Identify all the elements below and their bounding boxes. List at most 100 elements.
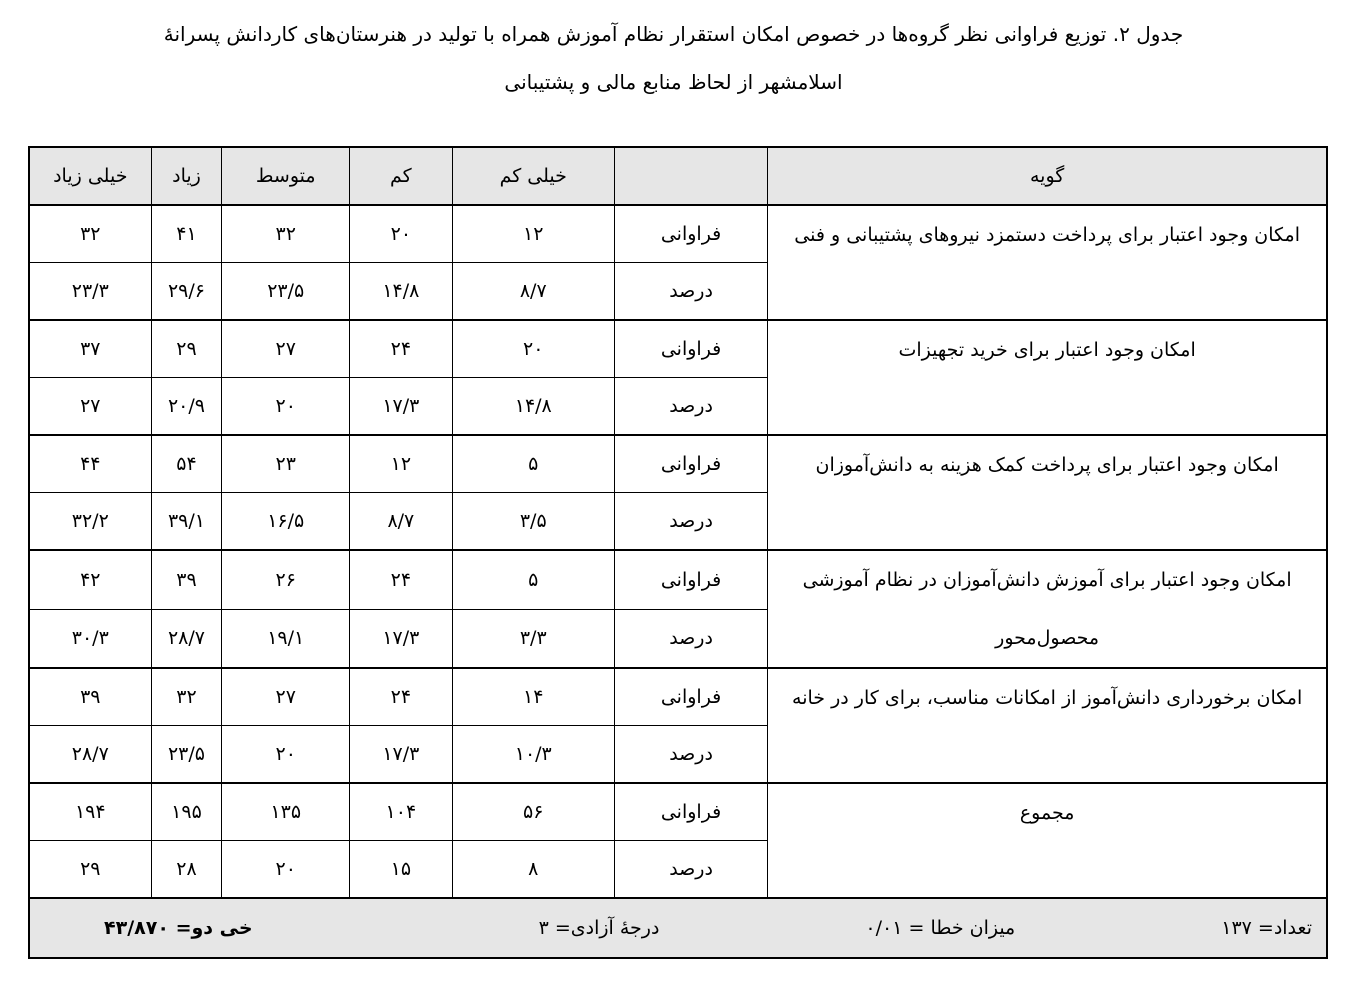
value-cell: ۲۰ — [221, 377, 351, 436]
table-row: امکان برخورداری دانش‌آموز از امکانات منا… — [28, 667, 1328, 784]
item-cell: امکان وجود اعتبار برای پرداخت دستمزد نیر… — [767, 204, 1328, 321]
value-cell: ۱۹/۱ — [221, 608, 351, 669]
row-type-cell: فراوانی — [613, 434, 769, 493]
value-cell: ۱۰۴ — [349, 782, 453, 841]
table-row: امکان وجود اعتبار برای پرداخت دستمزد نیر… — [28, 204, 1328, 321]
value-cell: ۲۹/۶ — [150, 262, 223, 321]
value-cell: ۲۷ — [221, 667, 351, 726]
value-cell: ۲۹ — [28, 840, 152, 899]
item-cell: امکان وجود اعتبار برای خرید تجهیزات — [767, 319, 1328, 436]
row-type-cell: درصد — [613, 840, 769, 899]
row-type-cell: درصد — [613, 608, 769, 669]
value-cell: ۱۷/۳ — [349, 725, 453, 784]
value-cell: ۲۸/۷ — [28, 725, 152, 784]
value-cell: ۱۵ — [349, 840, 453, 899]
value-cell: ۱۲ — [451, 204, 615, 263]
row-type-cell: فراوانی — [613, 667, 769, 726]
value-cell: ۳۲ — [150, 667, 223, 726]
value-cell: ۱۹۴ — [28, 782, 152, 841]
error-stat: میزان خطا = ۰/۰۱ — [865, 917, 1016, 939]
value-cell: ۳۰/۳ — [28, 608, 152, 669]
row-type-cell: فراوانی — [613, 204, 769, 263]
row-type-cell: درصد — [613, 492, 769, 551]
value-cell: ۴۱ — [150, 204, 223, 263]
value-cell: ۲۶ — [221, 549, 351, 610]
table-row: درصد ۸/۷ ۱۴/۸ ۲۳/۵ ۲۹/۶ ۲۳/۳ — [28, 262, 1327, 321]
value-cell: ۳۷ — [28, 319, 152, 378]
column-header: متوسط — [221, 146, 351, 206]
value-cell: ۱۶/۵ — [221, 492, 351, 551]
value-cell: ۲۰ — [221, 725, 351, 784]
value-cell: ۱۳۵ — [221, 782, 351, 841]
item-cell: امکان وجود اعتبار برای آموزش دانش‌آموزان… — [767, 549, 1328, 669]
value-cell: ۵۴ — [150, 434, 223, 493]
value-cell: ۲۰ — [451, 319, 615, 378]
value-cell: ۸/۷ — [349, 492, 453, 551]
value-cell: ۴۴ — [28, 434, 152, 493]
caption-line-2: اسلامشهر از لحاظ منابع مالی و پشتیبانی — [504, 70, 843, 94]
footer-cell: تعداد= ۱۳۷ میزان خطا = ۰/۰۱ درجهٔ آزادی= ۳… — [28, 897, 1328, 959]
value-cell: ۱۷/۳ — [349, 377, 453, 436]
value-cell: ۵ — [451, 434, 615, 493]
frequency-table: گویه خیلی کم کم متوسط زیاد خیلی زیاد امکان وج… — [28, 146, 1328, 959]
table-row: درصد ۳/۳ ۱۷/۳ ۱۹/۱ ۲۸/۷ ۳۰/۳ — [28, 608, 1327, 669]
value-cell: ۱۴ — [451, 667, 615, 726]
column-header: زیاد — [150, 146, 223, 206]
chi-square-stat: خی دو= ۴۳/۸۷۰ — [104, 917, 253, 939]
row-type-cell: درصد — [613, 377, 769, 436]
row-type-cell: درصد — [613, 262, 769, 321]
value-cell: ۵۶ — [451, 782, 615, 841]
table-row: درصد ۱۴/۸ ۱۷/۳ ۲۰ ۲۰/۹ ۲۷ — [28, 377, 1327, 436]
column-header: کم — [349, 146, 453, 206]
value-cell: ۳۹/۱ — [150, 492, 223, 551]
value-cell: ۱۹۵ — [150, 782, 223, 841]
column-header: گویه — [767, 146, 1328, 206]
value-cell: ۲۳/۵ — [150, 725, 223, 784]
footer-row: تعداد= ۱۳۷ میزان خطا = ۰/۰۱ درجهٔ آزادی= ۳… — [28, 897, 1328, 959]
value-cell: ۲۸/۷ — [150, 608, 223, 669]
item-cell: امکان برخورداری دانش‌آموز از امکانات منا… — [767, 667, 1328, 784]
value-cell: ۲۴ — [349, 549, 453, 610]
value-cell: ۲۷ — [221, 319, 351, 378]
value-cell: ۱۴/۸ — [349, 262, 453, 321]
count-stat: تعداد= ۱۳۷ — [1221, 917, 1312, 939]
value-cell: ۱۴/۸ — [451, 377, 615, 436]
table-row: امکان وجود اعتبار برای پرداخت کمک هزینه … — [28, 434, 1328, 551]
value-cell: ۲۹ — [150, 319, 223, 378]
row-type-cell: درصد — [613, 725, 769, 784]
value-cell: ۲۰ — [349, 204, 453, 263]
value-cell: ۲۰/۹ — [150, 377, 223, 436]
value-cell: ۲۳/۵ — [221, 262, 351, 321]
value-cell: ۱۷/۳ — [349, 608, 453, 669]
value-cell: ۲۸ — [150, 840, 223, 899]
item-cell: امکان وجود اعتبار برای پرداخت کمک هزینه … — [767, 434, 1328, 551]
value-cell: ۳/۵ — [451, 492, 615, 551]
item-cell: مجموع — [767, 782, 1328, 899]
caption-line-1: جدول ۲. توزیع فراوانی نظر گروه‌ها در خصو… — [163, 22, 1184, 46]
value-cell: ۸ — [451, 840, 615, 899]
table-row: مجموع فراوانی ۵۶ ۱۰۴ ۱۳۵ ۱۹۵ ۱۹۴ — [28, 782, 1328, 899]
value-cell: ۲۴ — [349, 667, 453, 726]
value-cell: ۲۴ — [349, 319, 453, 378]
value-cell: ۱۲ — [349, 434, 453, 493]
value-cell: ۳۲ — [28, 204, 152, 263]
value-cell: ۲۳ — [221, 434, 351, 493]
column-header: خیلی زیاد — [28, 146, 152, 206]
table-row: امکان وجود اعتبار برای خرید تجهیزات فراوا… — [28, 319, 1328, 436]
table-row: امکان وجود اعتبار برای آموزش دانش‌آموزان… — [28, 549, 1328, 669]
header-row: گویه خیلی کم کم متوسط زیاد خیلی زیاد — [28, 146, 1328, 206]
value-cell: ۸/۷ — [451, 262, 615, 321]
row-type-cell: فراوانی — [613, 319, 769, 378]
column-header: خیلی کم — [451, 146, 615, 206]
table-caption: جدول ۲. توزیع فراوانی نظر گروه‌ها در خصو… — [0, 0, 1347, 106]
value-cell: ۳۲ — [221, 204, 351, 263]
value-cell: ۳۹ — [150, 549, 223, 610]
value-cell: ۵ — [451, 549, 615, 610]
df-stat: درجهٔ آزادی= ۳ — [538, 917, 660, 939]
row-type-cell: فراوانی — [613, 782, 769, 841]
value-cell: ۳/۳ — [451, 608, 615, 669]
column-header — [613, 146, 769, 206]
value-cell: ۳۲/۲ — [28, 492, 152, 551]
value-cell: ۳۹ — [28, 667, 152, 726]
value-cell: ۱۰/۳ — [451, 725, 615, 784]
